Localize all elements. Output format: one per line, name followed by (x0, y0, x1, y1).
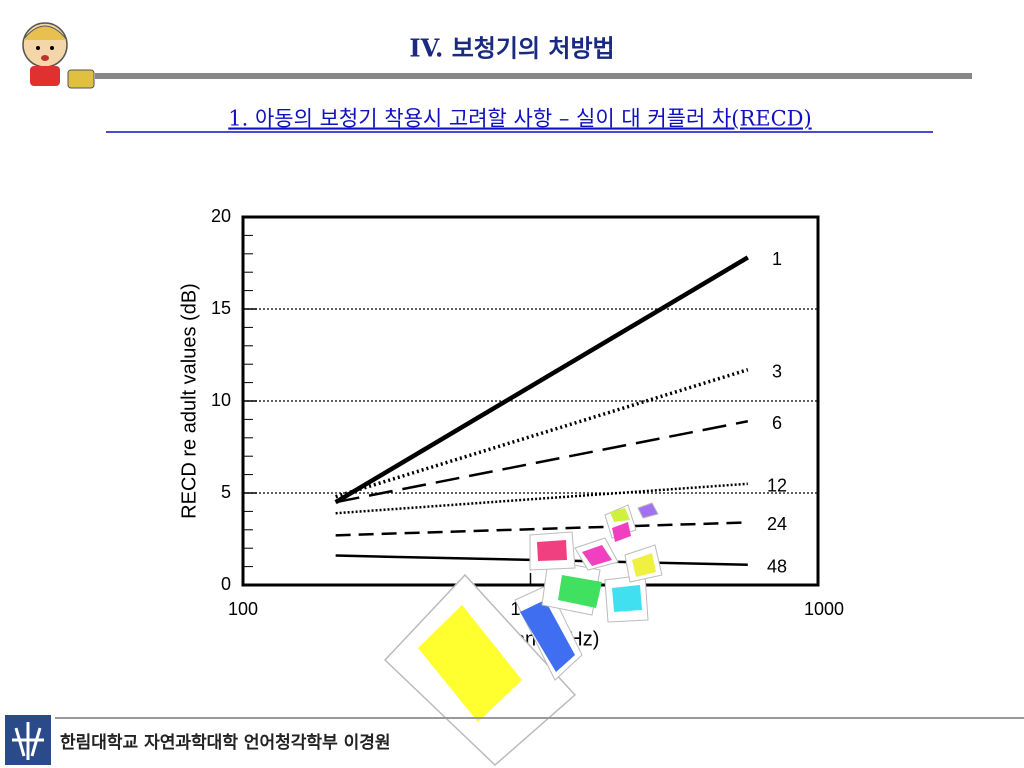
series-line (335, 420, 749, 504)
series-line (335, 368, 749, 499)
x-tick-label: 1000 (804, 599, 844, 619)
series-label: 48 (767, 557, 787, 577)
title-bar (95, 73, 972, 79)
series-label: 12 (767, 476, 787, 496)
y-tick-label: 10 (211, 390, 231, 410)
y-axis-label: RECD re adult values (dB) (178, 283, 200, 519)
slide-subtitle: 1. 아동의 보청기 착용시 고려할 사항 – 실이 대 커플러 차(RECD) (228, 107, 811, 131)
series-line (335, 521, 748, 537)
series-label: 6 (772, 413, 782, 433)
plot-frame (241, 215, 820, 587)
slide-title: IV. 보청기의 처방법 (409, 34, 614, 63)
y-tick-label: 20 (211, 206, 231, 226)
series-line (335, 482, 748, 515)
y-tick-label: 5 (221, 482, 231, 502)
series-label: 1 (772, 249, 782, 269)
footer-text: 한림대학교 자연과학대학 언어청각학부 이경원 (60, 732, 391, 753)
series-label: 3 (772, 361, 782, 381)
y-tick-label: 0 (221, 574, 231, 594)
cartoon-icon (22, 22, 95, 89)
x-tick-label: 100 (228, 599, 258, 619)
footer-logo (5, 715, 51, 765)
plot: 0510152010010001000Frequency (Hz)RECD re… (178, 206, 844, 651)
series-line (334, 255, 749, 505)
series-label: 24 (767, 514, 787, 534)
y-tick-label: 15 (211, 298, 231, 318)
